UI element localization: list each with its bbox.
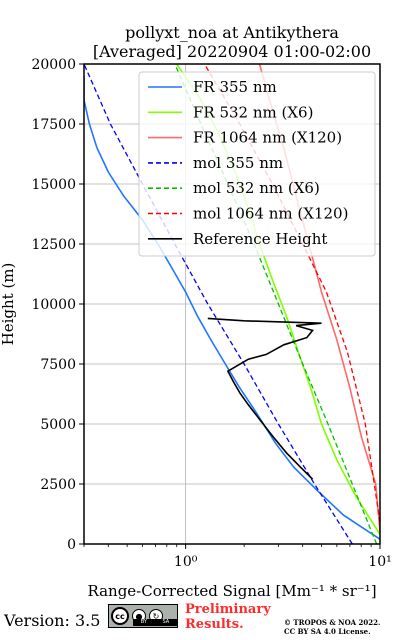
cc-sa-label: SA (162, 619, 170, 625)
x-tick-label: 10¹ (368, 554, 391, 570)
y-axis-ticks: 0 2500 5000 7500 10000 12500 15000 17500 20000 (31, 57, 84, 553)
y-tick-label: 17500 (31, 117, 76, 133)
x-axis-ticks: 10⁰ 10¹ (83, 544, 392, 570)
y-tick-label: 0 (67, 537, 76, 553)
legend-label-3: mol 355 nm (193, 154, 283, 172)
y-tick-label: 12500 (31, 237, 76, 253)
copyright-line2: CC BY SA 4.0 License. (284, 627, 371, 636)
cc-icon: cc (111, 607, 129, 625)
y-tick-label: 10000 (31, 297, 76, 313)
copyright-notice: © TROPOS & NOA 2022. CC BY SA 4.0 Licens… (284, 618, 380, 636)
copyright-line1: © TROPOS & NOA 2022. (284, 618, 381, 627)
cc-terms: BY SA (133, 619, 177, 626)
preliminary-line1: Preliminary (185, 602, 271, 617)
y-tick-label: 5000 (40, 417, 76, 433)
preliminary-notice: Preliminary Results. (185, 602, 271, 632)
legend-label-4: mol 532 nm (X6) (193, 179, 320, 197)
y-tick-label: 20000 (31, 57, 76, 73)
preliminary-line2: Results. (185, 617, 244, 632)
legend-label-0: FR 355 nm (193, 78, 277, 96)
chart-title-line1: pollyxt_noa at Antikythera (125, 23, 339, 42)
legend-label-2: FR 1064 nm (X120) (193, 129, 342, 147)
y-tick-label: 2500 (40, 477, 76, 493)
series-line-6 (207, 317, 322, 480)
series-line-0 (84, 76, 380, 540)
series-line-3 (84, 64, 353, 544)
cc-license-badge[interactable]: cc ● ↻ BY SA (108, 604, 178, 628)
chart-title-line2: [Averaged] 20220904 01:00-02:00 (93, 42, 371, 61)
x-axis-label: Range-Corrected Signal [Mm⁻¹ * sr⁻¹] (87, 582, 376, 600)
legend-label-1: FR 532 nm (X6) (193, 103, 313, 121)
y-tick-label: 15000 (31, 177, 76, 193)
series-line-5 (203, 64, 380, 523)
y-tick-label: 7500 (40, 357, 76, 373)
legend-label-5: mol 1064 nm (X120) (193, 205, 348, 223)
version-label: Version: 3.5 (4, 611, 101, 630)
legend: FR 355 nm FR 532 nm (X6) FR 1064 nm (X120)… (138, 71, 376, 257)
cc-by-label: BY (140, 619, 147, 625)
x-tick-label: 10⁰ (174, 554, 198, 570)
y-axis-label: Height (m) (0, 263, 17, 346)
legend-box (138, 71, 376, 257)
legend-label-6: Reference Height (193, 230, 327, 248)
